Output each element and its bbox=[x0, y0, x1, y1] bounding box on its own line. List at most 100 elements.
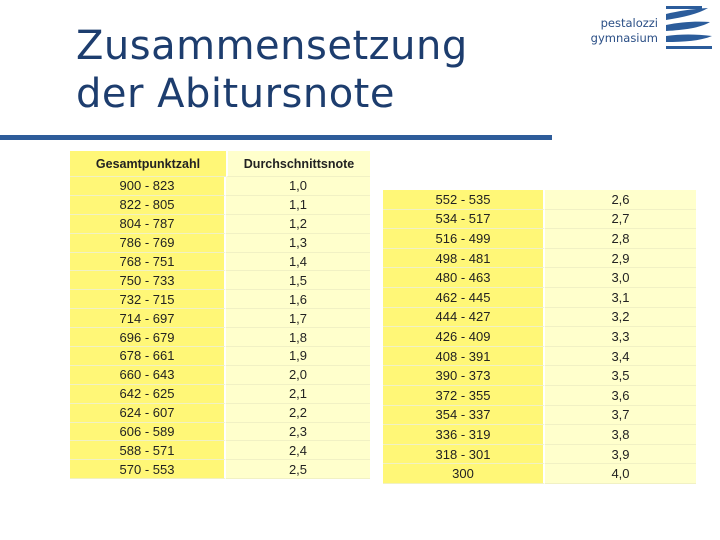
grade-cell: 2,8 bbox=[545, 229, 696, 249]
table-row: 552 - 535 2,6 bbox=[383, 190, 696, 210]
table-row: 624 - 607 2,2 bbox=[70, 403, 370, 423]
table-row: 786 - 769 1,3 bbox=[70, 233, 370, 253]
table-row: 516 - 499 2,8 bbox=[383, 229, 696, 249]
table-row: 354 - 337 3,7 bbox=[383, 405, 696, 426]
grade-cell: 3,5 bbox=[545, 366, 696, 386]
table-row: 480 - 463 3,0 bbox=[383, 268, 696, 288]
logo-line-2: gymnasium bbox=[590, 31, 658, 45]
points-range-cell: 714 - 697 bbox=[70, 309, 226, 329]
grade-cell: 2,7 bbox=[545, 209, 696, 230]
table-row: 498 - 481 2,9 bbox=[383, 248, 696, 269]
points-range-cell: 822 - 805 bbox=[70, 195, 226, 215]
grade-cell: 3,6 bbox=[545, 385, 696, 406]
points-range-cell: 444 - 427 bbox=[383, 307, 545, 328]
grade-table-1-body: 900 - 823 1,0 822 - 805 1,1 804 - 787 1,2 786 … bbox=[70, 177, 370, 480]
logo-text: pestalozzi gymnasium bbox=[574, 16, 658, 46]
grade-cell: 4,0 bbox=[545, 464, 696, 484]
table-row: 900 - 823 1,0 bbox=[70, 177, 370, 196]
grade-cell: 3,4 bbox=[545, 346, 696, 367]
grade-cell: 1,2 bbox=[226, 214, 370, 234]
points-range-cell: 786 - 769 bbox=[70, 233, 226, 253]
points-range-cell: 750 - 733 bbox=[70, 271, 226, 291]
points-range-cell: 390 - 373 bbox=[383, 366, 545, 386]
table-row: 822 - 805 1,1 bbox=[70, 195, 370, 215]
grade-cell: 3,8 bbox=[545, 425, 696, 445]
grade-cell: 1,6 bbox=[226, 290, 370, 310]
table-row: 336 - 319 3,8 bbox=[383, 425, 696, 445]
grade-cell: 1,7 bbox=[226, 309, 370, 329]
grade-cell: 3,3 bbox=[545, 327, 696, 347]
grade-cell: 1,0 bbox=[226, 177, 370, 196]
points-range-cell: 300 bbox=[383, 464, 545, 484]
school-logo-icon bbox=[666, 6, 712, 49]
table-row: 768 - 751 1,4 bbox=[70, 252, 370, 272]
points-range-cell: 732 - 715 bbox=[70, 290, 226, 310]
table-row: 588 - 571 2,4 bbox=[70, 441, 370, 461]
grade-cell: 2,4 bbox=[226, 441, 370, 461]
points-range-cell: 642 - 625 bbox=[70, 384, 226, 404]
title-line-2: der Abitursnote bbox=[76, 71, 395, 117]
grade-cell: 3,0 bbox=[545, 268, 696, 288]
table-header-row: Gesamtpunktzahl Durchschnittsnote bbox=[70, 151, 370, 177]
points-range-cell: 588 - 571 bbox=[70, 441, 226, 461]
points-range-cell: 498 - 481 bbox=[383, 248, 545, 269]
points-range-cell: 426 - 409 bbox=[383, 327, 545, 347]
points-range-cell: 408 - 391 bbox=[383, 346, 545, 367]
points-range-cell: 372 - 355 bbox=[383, 385, 545, 406]
grade-cell: 1,1 bbox=[226, 195, 370, 215]
points-range-cell: 336 - 319 bbox=[383, 425, 545, 445]
title-line-1: Zusammensetzung bbox=[76, 23, 468, 69]
table-row: 534 - 517 2,7 bbox=[383, 209, 696, 230]
table-row: 642 - 625 2,1 bbox=[70, 384, 370, 404]
points-range-cell: 318 - 301 bbox=[383, 444, 545, 465]
grade-cell: 2,5 bbox=[226, 460, 370, 480]
table-row: 660 - 643 2,0 bbox=[70, 365, 370, 385]
grade-table-2-body: 552 - 535 2,6 534 - 517 2,7 516 - 499 2,8 498 … bbox=[383, 190, 696, 484]
points-range-cell: 900 - 823 bbox=[70, 177, 226, 196]
grade-cell: 1,3 bbox=[226, 233, 370, 253]
points-range-cell: 768 - 751 bbox=[70, 252, 226, 272]
page-title: Zusammensetzung der Abitursnote bbox=[76, 22, 468, 118]
grade-cell: 2,2 bbox=[226, 403, 370, 423]
points-range-cell: 462 - 445 bbox=[383, 287, 545, 308]
points-range-cell: 696 - 679 bbox=[70, 328, 226, 348]
table-row: 408 - 391 3,4 bbox=[383, 346, 696, 367]
grade-cell: 1,5 bbox=[226, 271, 370, 291]
points-range-cell: 354 - 337 bbox=[383, 405, 545, 426]
points-range-cell: 534 - 517 bbox=[383, 209, 545, 230]
table-row: 804 - 787 1,2 bbox=[70, 214, 370, 234]
points-range-cell: 624 - 607 bbox=[70, 403, 226, 423]
points-range-cell: 516 - 499 bbox=[383, 229, 545, 249]
points-range-cell: 804 - 787 bbox=[70, 214, 226, 234]
grade-cell: 2,9 bbox=[545, 248, 696, 269]
title-divider bbox=[0, 135, 552, 140]
grade-cell: 2,1 bbox=[226, 384, 370, 404]
table-row: 696 - 679 1,8 bbox=[70, 328, 370, 348]
header-average-grade: Durchschnittsnote bbox=[226, 151, 370, 177]
grade-cell: 2,3 bbox=[226, 422, 370, 442]
table-row: 678 - 661 1,9 bbox=[70, 347, 370, 366]
table-row: 426 - 409 3,3 bbox=[383, 327, 696, 347]
table-row: 318 - 301 3,9 bbox=[383, 444, 696, 465]
table-row: 300 4,0 bbox=[383, 464, 696, 484]
header-total-points: Gesamtpunktzahl bbox=[70, 151, 226, 177]
table-row: 606 - 589 2,3 bbox=[70, 422, 370, 442]
points-range-cell: 678 - 661 bbox=[70, 347, 226, 366]
table-row: 750 - 733 1,5 bbox=[70, 271, 370, 291]
grade-cell: 1,8 bbox=[226, 328, 370, 348]
grade-table-1: Gesamtpunktzahl Durchschnittsnote 900 - … bbox=[70, 151, 370, 480]
points-range-cell: 480 - 463 bbox=[383, 268, 545, 288]
table-row: 390 - 373 3,5 bbox=[383, 366, 696, 386]
table-row: 444 - 427 3,2 bbox=[383, 307, 696, 328]
points-range-cell: 606 - 589 bbox=[70, 422, 226, 442]
grade-cell: 3,2 bbox=[545, 307, 696, 328]
grade-cell: 3,9 bbox=[545, 444, 696, 465]
grade-cell: 2,0 bbox=[226, 365, 370, 385]
grade-cell: 2,6 bbox=[545, 190, 696, 210]
table-row: 732 - 715 1,6 bbox=[70, 290, 370, 310]
grade-cell: 3,7 bbox=[545, 405, 696, 426]
table-row: 462 - 445 3,1 bbox=[383, 287, 696, 308]
table-row: 714 - 697 1,7 bbox=[70, 309, 370, 329]
grade-cell: 1,9 bbox=[226, 347, 370, 366]
grade-table-2: 552 - 535 2,6 534 - 517 2,7 516 - 499 2,8 498 … bbox=[383, 190, 696, 484]
